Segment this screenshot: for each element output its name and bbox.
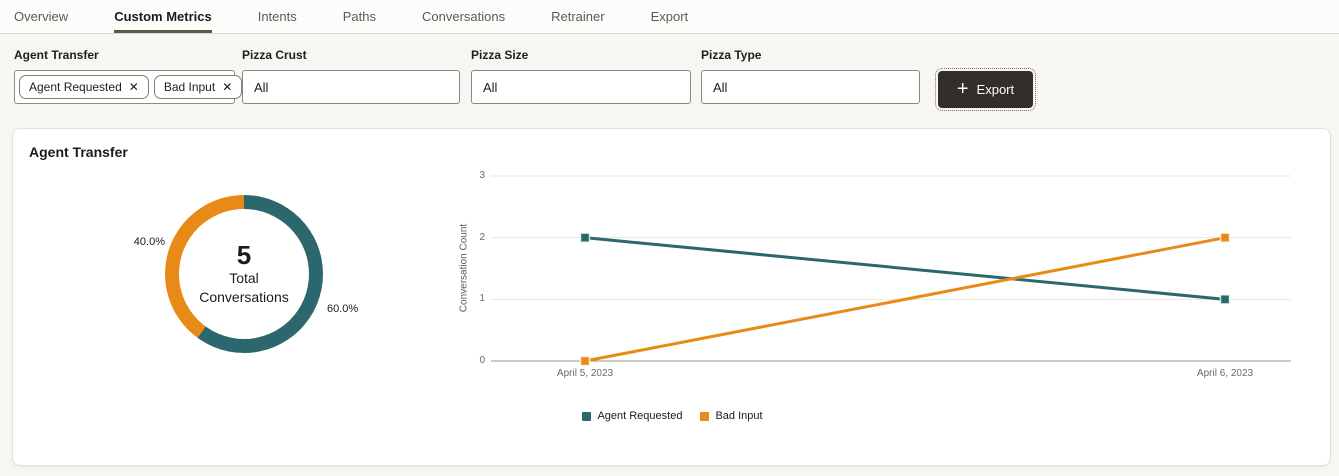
legend-swatch: [582, 411, 592, 421]
tab-conversations[interactable]: Conversations: [422, 8, 506, 24]
x-tick-label: April 5, 2023: [556, 368, 614, 379]
legend-item-bad-input[interactable]: Bad Input: [700, 410, 763, 422]
line-chart[interactable]: 0 1 2 3 April 5, 2023 April 6, 2023: [479, 170, 1291, 379]
pizza-type-input[interactable]: All: [701, 70, 920, 104]
tab-bar: Overview Custom Metrics Intents Paths Conver…: [0, 0, 1339, 34]
pizza-crust-label: Pizza Crust: [242, 48, 307, 62]
tab-intents[interactable]: Intents: [257, 8, 297, 24]
pizza-crust-value: All: [254, 79, 269, 95]
tab-overview[interactable]: Overview: [14, 8, 69, 24]
export-button-label: Export: [976, 82, 1015, 97]
chip-agent-requested[interactable]: Agent Requested ✕: [19, 75, 149, 99]
y-tick-label: 2: [479, 231, 485, 243]
chart-legend: Agent Requested Bad Input: [13, 410, 1332, 422]
card-title: Agent Transfer: [29, 144, 128, 160]
chip-bad-input[interactable]: Bad Input ✕: [153, 75, 243, 99]
legend-label: Agent Requested: [597, 410, 683, 422]
filter-bar: Agent Transfer Agent Requested ✕ Bad Input…: [0, 34, 1339, 128]
filter-pizza-size: Pizza Size All: [471, 48, 691, 104]
agent-transfer-card: Agent Transfer 5 Total Conversations 40.…: [12, 128, 1331, 466]
pizza-type-label: Pizza Type: [701, 48, 762, 62]
legend-swatch: [700, 411, 710, 421]
data-point-marker[interactable]: [1219, 294, 1231, 305]
chip-remove-icon[interactable]: ✕: [222, 80, 233, 94]
y-tick-label: 0: [479, 355, 485, 366]
filter-pizza-crust: Pizza Crust All: [242, 48, 460, 104]
export-button[interactable]: + Export: [935, 68, 1036, 111]
data-point-marker[interactable]: [579, 232, 591, 243]
line-chart-svg: [491, 175, 1291, 367]
pizza-type-value: All: [713, 79, 728, 95]
donut-label-40pct: 40.0%: [133, 236, 165, 248]
donut-label-60pct: 60.0%: [327, 303, 359, 315]
pizza-crust-input[interactable]: All: [242, 70, 460, 104]
chip-label: Bad Input: [163, 80, 216, 94]
data-point-marker[interactable]: [1219, 232, 1231, 243]
tab-retrainer[interactable]: Retrainer: [551, 8, 605, 24]
donut-chart[interactable]: [165, 195, 323, 353]
data-point-marker[interactable]: [579, 355, 591, 367]
tab-export[interactable]: Export: [650, 8, 689, 24]
chip-label: Agent Requested: [29, 80, 122, 94]
tab-custom-metrics[interactable]: Custom Metrics: [114, 0, 212, 33]
legend-label: Bad Input: [715, 410, 763, 422]
y-tick-label: 1: [479, 293, 485, 305]
x-tick-label: April 6, 2023: [1196, 368, 1254, 379]
chip-remove-icon[interactable]: ✕: [128, 80, 139, 94]
agent-transfer-input[interactable]: Agent Requested ✕ Bad Input ✕: [14, 70, 243, 104]
pizza-size-input[interactable]: All: [471, 70, 691, 104]
filter-agent-transfer: Agent Transfer Agent Requested ✕ Bad Input…: [14, 48, 243, 104]
tab-paths[interactable]: Paths: [342, 8, 376, 24]
y-tick-label: 3: [479, 170, 485, 181]
pizza-size-label: Pizza Size: [471, 48, 529, 62]
pizza-size-value: All: [483, 79, 498, 95]
legend-item-agent-requested[interactable]: Agent Requested: [582, 410, 682, 422]
agent-transfer-label: Agent Transfer: [14, 48, 99, 62]
plus-icon: +: [956, 77, 969, 100]
filter-pizza-type: Pizza Type All: [701, 48, 920, 104]
